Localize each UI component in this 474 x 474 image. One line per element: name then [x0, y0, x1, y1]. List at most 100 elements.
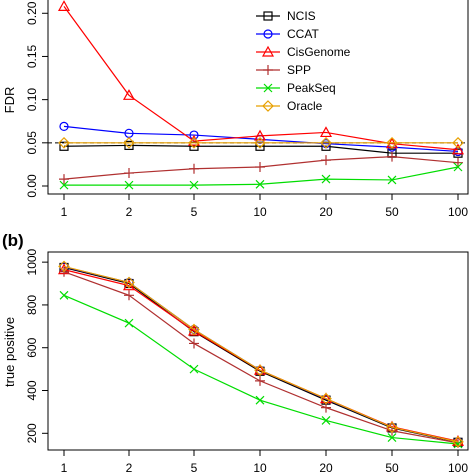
legend-marker [263, 11, 273, 21]
series-spp [59, 151, 463, 185]
legend-item-peakseq: PeakSeq [256, 81, 336, 95]
data-point-peakseq [255, 179, 265, 189]
legend-item-spp: SPP [256, 63, 311, 77]
panel-b-series [57, 260, 465, 449]
x-tick-label: 100 [448, 461, 468, 474]
y-tick-label: 600 [25, 337, 39, 357]
y-tick-label: 200 [25, 423, 39, 443]
panel-a-plot-frame [47, 0, 469, 195]
y-tick-label: 0.20 [25, 1, 39, 25]
x-tick-label: 20 [319, 205, 333, 219]
x-tick-label: 1 [61, 205, 68, 219]
x-tick-label: 10 [253, 461, 267, 474]
data-point-oracle [452, 136, 464, 149]
panel-a-fdr-chart: FDR 0.00 0.05 0.10 0.15 0.20 1 2 5 10 20 50 100 NC… [2, 0, 469, 219]
data-point-oracle [254, 364, 266, 377]
panel-b-plot-frame [47, 251, 469, 451]
data-point-spp [255, 375, 265, 386]
data-point-cisgenome [319, 126, 333, 138]
panel-a-series [57, 0, 465, 190]
data-point-oracle [452, 436, 464, 448]
x-tick-label: 50 [385, 205, 399, 219]
series-cisgenome [57, 0, 465, 155]
panel-b-x-ticks: 1 2 5 10 20 50 100 [61, 450, 468, 474]
data-point-ncis [124, 140, 134, 151]
x-tick-label: 2 [126, 205, 133, 219]
data-point-cisgenome [253, 129, 267, 141]
data-point-spp [453, 157, 463, 168]
legend-marker [262, 100, 274, 112]
data-point-oracle [254, 136, 266, 149]
data-point-ccat [59, 121, 69, 132]
data-point-spp [124, 290, 134, 301]
data-point-peakseq [453, 162, 463, 172]
x-tick-label: 1 [61, 461, 68, 474]
data-point-peakseq [321, 174, 331, 184]
data-point-cisgenome [57, 0, 71, 11]
data-point-spp [59, 174, 69, 185]
x-tick-label: 100 [448, 205, 468, 219]
legend-label: NCIS [287, 9, 316, 23]
data-point-spp [387, 151, 397, 162]
data-point-peakseq [387, 175, 397, 185]
legend-label: CisGenome [287, 45, 351, 59]
series-peakseq [59, 290, 463, 449]
data-point-oracle [386, 136, 398, 149]
data-point-spp [189, 163, 199, 174]
series-line-spp [63, 156, 459, 180]
panel-b-label: (b) [2, 231, 24, 250]
legend-item-oracle: Oracle [256, 99, 323, 113]
x-tick-label: 10 [253, 205, 267, 219]
data-point-oracle [188, 136, 200, 149]
legend-item-cisgenome: CisGenome [256, 45, 351, 59]
data-point-oracle [123, 276, 135, 289]
panel-a-y-axis-label: FDR [2, 87, 17, 114]
legend-label: Oracle [287, 99, 323, 113]
y-tick-label: 0.15 [25, 44, 39, 68]
data-point-peakseq [387, 433, 397, 443]
legend-marker [263, 65, 273, 75]
y-tick-label: 0.05 [25, 131, 39, 155]
panel-a-legend: NCIS CCAT CisGenome SPP PeakSeq Oracle [256, 9, 351, 113]
data-point-cisgenome [122, 89, 136, 100]
series-line-spp [63, 271, 459, 444]
panel-a-x-ticks: 1 2 5 10 20 50 100 [61, 194, 468, 219]
y-tick-label: 800 [25, 295, 39, 315]
legend-marker [263, 83, 273, 93]
series-line-peakseq [63, 294, 459, 445]
legend-item-ccat: CCAT [256, 27, 319, 41]
data-point-peakseq [59, 180, 69, 190]
data-point-spp [255, 162, 265, 172]
data-point-cisgenome [451, 143, 465, 155]
data-point-oracle [58, 136, 70, 149]
panel-b-y-ticks: 200 400 600 800 1000 [25, 248, 48, 443]
series-ccat [59, 262, 463, 447]
data-point-oracle [188, 323, 200, 336]
data-point-peakseq [189, 364, 199, 374]
data-point-peakseq [59, 290, 69, 300]
data-point-oracle [320, 136, 332, 149]
x-tick-label: 5 [191, 461, 198, 474]
series-oracle [58, 136, 464, 149]
data-point-oracle [386, 421, 398, 434]
data-point-peakseq [255, 395, 265, 405]
legend-item-ncis: NCIS [256, 9, 316, 23]
data-point-oracle [320, 392, 332, 405]
data-point-peakseq [124, 318, 134, 328]
series-oracle [58, 260, 464, 448]
series-line-oracle [63, 265, 459, 443]
legend-label: PeakSeq [287, 81, 336, 95]
series-ncis [59, 262, 463, 447]
data-point-peakseq [189, 180, 199, 190]
y-tick-label: 1000 [25, 248, 39, 275]
series-line-cisgenome [63, 269, 459, 442]
legend-label: CCAT [287, 27, 319, 41]
data-point-oracle [58, 260, 70, 273]
x-tick-label: 2 [126, 461, 133, 474]
panel-a-y-ticks: 0.00 0.05 0.10 0.15 0.20 [25, 1, 48, 198]
legend-marker [261, 45, 275, 57]
y-tick-label: 400 [25, 380, 39, 400]
data-point-peakseq [321, 416, 331, 425]
data-point-ccat [124, 277, 134, 288]
